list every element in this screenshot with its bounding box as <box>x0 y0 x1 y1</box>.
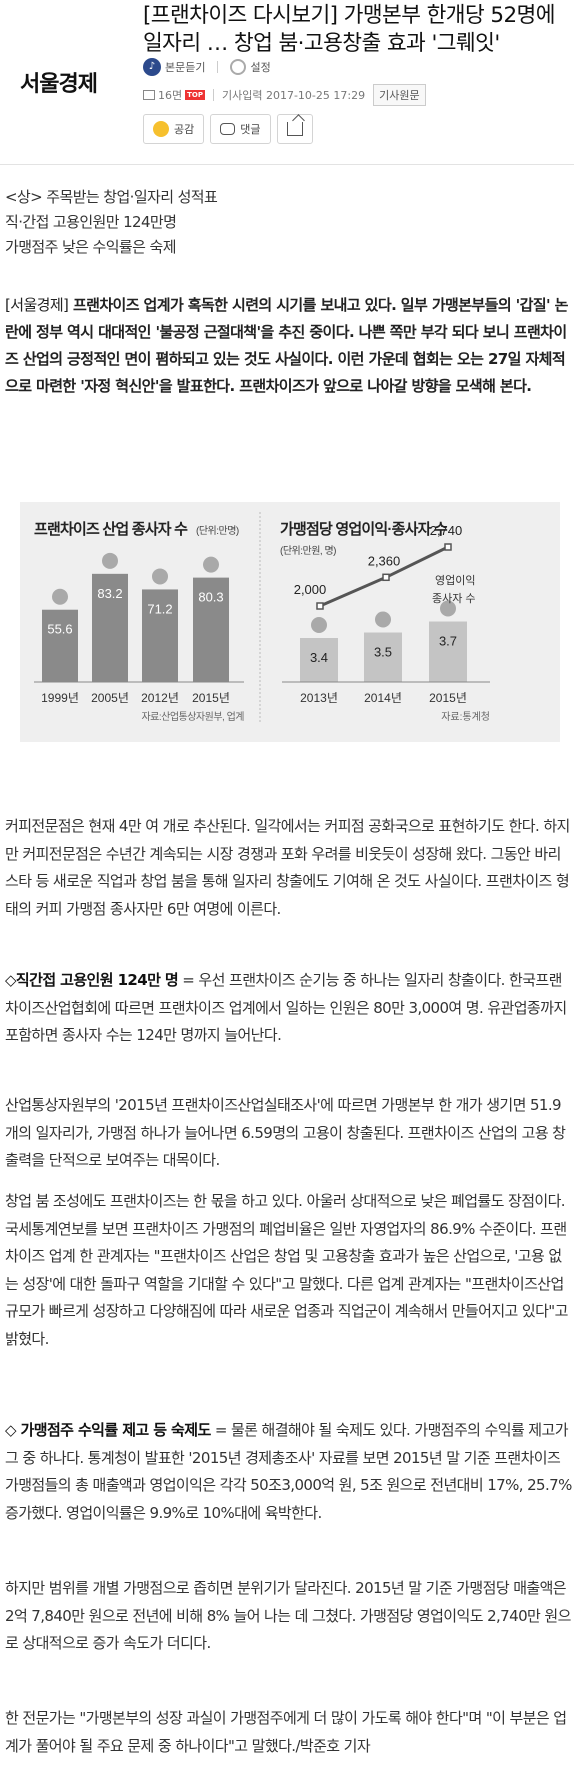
share-button[interactable] <box>276 114 313 144</box>
gear-icon[interactable] <box>230 59 247 75</box>
paragraph-text: = 우선 프랜차이즈 순기능 중 하나는 일자리 창출이다. 한국프랜차이즈산업… <box>5 971 567 1044</box>
share-icon <box>286 122 303 136</box>
paragraph-text: 한 전문가는 "가맹본부의 성장 과실이 가맹점주에게 더 많이 가도록 해야 … <box>5 1709 567 1755</box>
dateline: [서울경제] <box>5 296 69 314</box>
legend-bar-label: 종사자 수 <box>432 592 476 605</box>
paragraph-text: 하지만 범위를 개별 가맹점으로 좁히면 분위기가 달라진다. 2015년 말 … <box>5 1579 571 1652</box>
settings-button[interactable]: 설정 <box>250 61 271 74</box>
chart-dot <box>375 611 391 628</box>
subhead-line: <상> 주목받는 창업·일자리 성적표 <box>5 188 218 206</box>
like-label: 공감 <box>174 123 195 136</box>
article-title: [프랜차이즈 다시보기] 가맹본부 한개당 52명에 일자리 … 창업 붐·고용… <box>143 3 556 56</box>
chart-bar <box>142 589 178 682</box>
speaker-icon[interactable]: ♪ <box>143 58 161 76</box>
x-tick-label: 2014년 <box>364 691 402 705</box>
bar-value-label: 55.6 <box>47 622 72 637</box>
bar-value-label: 71.2 <box>147 601 172 616</box>
chart-dot <box>52 588 68 605</box>
comment-button[interactable]: 댓글 <box>210 114 271 144</box>
chart-bar <box>300 638 338 682</box>
smile-icon <box>153 121 169 137</box>
chart-bar <box>193 577 229 682</box>
article-lead: [서울경제] 프랜차이즈 업계가 혹독한 시련의 시기를 보내고 있다. 일부 … <box>5 292 573 400</box>
meta-separator <box>212 89 214 101</box>
published-date: 기사입력 2017-10-25 17:29 <box>221 89 366 102</box>
x-tick-label: 2013년 <box>300 691 338 705</box>
like-button[interactable]: 공감 <box>143 114 205 144</box>
chart-title: 프랜차이즈 산업 종사자 수 <box>34 521 188 538</box>
article-meta: 16면 TOP 기사입력 2017-10-25 17:29 기사원문 <box>143 84 426 106</box>
chart-dot <box>102 552 118 569</box>
section-heading: ◇직간접 고용인원 124만 명 <box>5 971 179 989</box>
x-tick-label: 2015년 <box>429 691 467 705</box>
x-tick-label: 2005년 <box>91 691 129 705</box>
article-paragraph: ◇ 가맹점주 수익률 제고 등 숙제도 = 물론 해결해야 될 숙제도 있다. … <box>5 1417 573 1527</box>
original-article-button[interactable]: 기사원문 <box>373 84 426 106</box>
chart-unit-label: (단위:만원, 명) <box>280 544 336 557</box>
newspaper-icon <box>143 90 155 100</box>
article-paragraph: 산업통상자원부의 '2015년 프랜차이즈산업실태조사'에 따르면 가맹본부 한… <box>5 1092 573 1175</box>
chart-unit-label: (단위:만명) <box>196 524 239 537</box>
article-tools: ♪ 본문듣기 설정 <box>143 58 271 76</box>
article-subheads: <상> 주목받는 창업·일자리 성적표 직·간접 고용인원만 124만명 가맹점… <box>5 185 573 260</box>
line-value-label: 2,000 <box>294 582 327 597</box>
chart-source: 자료:통계청 <box>441 711 490 723</box>
paragraph-text: 창업 붐 조성에도 프랜차이즈는 한 몫을 하고 있다. 아울러 상대적으로 낮… <box>5 1192 568 1348</box>
chart-dot <box>152 568 168 585</box>
tool-separator <box>217 61 219 73</box>
bar-value-label: 3.5 <box>374 645 392 660</box>
chart-dot <box>203 556 219 573</box>
x-tick-label: 1999년 <box>41 691 79 705</box>
chart-dot <box>440 600 456 617</box>
article-paragraph: 한 전문가는 "가맹본부의 성장 과실이 가맹점주에게 더 많이 가도록 해야 … <box>5 1705 573 1760</box>
paragraph-text: 산업통상자원부의 '2015년 프랜차이즈산업실태조사'에 따르면 가맹본부 한… <box>5 1096 566 1169</box>
article-paragraph: 하지만 범위를 개별 가맹점으로 좁히면 분위기가 달라진다. 2015년 말 … <box>5 1575 573 1658</box>
x-tick-label: 2015년 <box>192 691 230 705</box>
chart-dot <box>311 617 327 633</box>
line-point <box>444 543 452 551</box>
infographic-chart: 프랜차이즈 산업 종사자 수 (단위:만명) 55.6 1999년 83.2 2005년 7… <box>34 512 490 723</box>
line-value-label: 2,360 <box>368 553 401 568</box>
speech-bubble-icon <box>220 123 236 135</box>
header-divider <box>0 164 574 165</box>
infographic: 프랜차이즈 산업 종사자 수 (단위:만명) 55.6 1999년 83.2 2005년 7… <box>20 502 560 742</box>
section-heading: ◇ 가맹점주 수익률 제고 등 숙제도 <box>5 1421 211 1439</box>
line-point <box>316 602 324 610</box>
article-paragraph: 창업 붐 조성에도 프랜차이즈는 한 몫을 하고 있다. 아울러 상대적으로 낮… <box>5 1188 573 1353</box>
bar-value-label: 3.4 <box>310 650 328 665</box>
page-number: 16면 <box>158 89 183 102</box>
chart-title: 가맹점당 영업이익·종사자 수 <box>280 520 448 538</box>
paragraph-text: = 물론 해결해야 될 숙제도 있다. 가맹점주의 수익률 제고가 그 중 하나… <box>5 1421 572 1522</box>
bar-value-label: 80.3 <box>198 590 223 605</box>
top-badge: TOP <box>185 90 205 100</box>
chart-source: 자료:산업통상자원부, 업계 <box>141 710 244 723</box>
article-paragraph: 커피전문점은 현재 4만 여 개로 추산된다. 일각에서는 커피점 공화국으로 … <box>5 813 573 923</box>
chart-bar <box>429 621 467 682</box>
x-tick-label: 2012년 <box>141 691 179 705</box>
legend-line-label: 영업이익 <box>435 574 475 587</box>
article-header: 서울경제 [프랜차이즈 다시보기] 가맹본부 한개당 52명에 일자리 … 창업… <box>0 0 582 144</box>
lead-text: 프랜차이즈 업계가 혹독한 시련의 시기를 보내고 있다. 일부 가맹본부들의 … <box>5 296 568 395</box>
listen-button[interactable]: 본문듣기 <box>165 61 206 74</box>
comment-label: 댓글 <box>240 123 261 136</box>
subhead-line: 직·간접 고용인원만 124만명 <box>5 213 177 231</box>
bar-value-label: 83.2 <box>97 586 122 601</box>
article-actions: 공감 댓글 <box>143 114 319 144</box>
bar-value-label: 3.7 <box>439 634 457 649</box>
press-logo[interactable]: 서울경제 <box>20 72 98 97</box>
chart-bar <box>42 609 78 682</box>
article-paragraph: ◇직간접 고용인원 124만 명 = 우선 프랜차이즈 순기능 중 하나는 일자… <box>5 967 573 1050</box>
chart-bar <box>364 632 402 682</box>
paragraph-text: 커피전문점은 현재 4만 여 개로 추산된다. 일각에서는 커피점 공화국으로 … <box>5 817 570 918</box>
line-value-label: 2,740 <box>430 523 463 538</box>
chart-bar <box>92 573 128 682</box>
line-point <box>382 573 390 582</box>
subhead-line: 가맹점주 낮은 수익률은 숙제 <box>5 238 177 256</box>
